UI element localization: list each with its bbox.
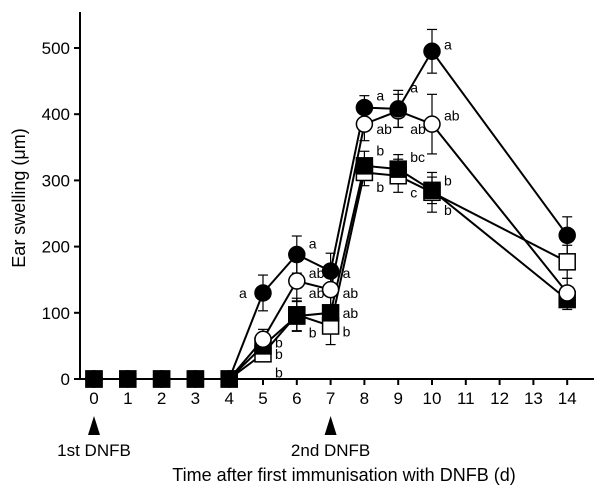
data-point-filled-circle [558,226,576,245]
x-tick-label: 1 [123,389,132,408]
significance-label: ab [444,108,460,124]
significance-label: bc [410,149,425,165]
significance-label: b [376,179,384,195]
y-axis-title: Ear swelling (μm) [9,128,29,267]
data-point-filled-circle [288,245,306,264]
x-tick-label: 8 [360,389,369,408]
significance-label: ab [410,121,426,137]
significance-label: b [275,364,283,380]
significance-label: b [275,335,283,351]
significance-label: b [343,323,351,339]
significance-label: a [239,285,247,301]
x-tick-label: 12 [490,389,509,408]
significance-label: b [275,346,283,362]
data-point-open-circle [288,272,306,290]
data-point-filled-square [288,307,306,325]
x-tick-label: 2 [157,389,166,408]
significance-label: b [376,143,384,159]
dnfb-event-label: 1st DNFB [57,441,131,460]
x-tick-label: 13 [524,389,543,408]
data-point-open-circle [355,115,374,133]
x-tick-label: 4 [224,389,233,408]
data-point-open-circle [423,115,441,133]
dnfb-arrow-icon [324,416,337,435]
x-tick-label: 5 [258,389,267,408]
data-point-filled-circle [355,98,374,117]
y-ticks: 0 100 200 300 400 500 [42,39,80,389]
data-point-filled-circle [423,42,441,61]
data-point-filled-square [423,181,441,200]
x-tick-label: 3 [191,389,200,408]
data-point-filled-circle [389,100,407,118]
y-tick-label: 200 [42,238,70,257]
data-point-open-circle [321,280,340,299]
significance-label: a [410,80,418,96]
x-tick-label: 10 [423,389,442,408]
significance-label: a [343,265,351,281]
series-markers [85,42,576,388]
significance-label: ab [343,305,359,321]
significance-label: b [309,325,317,341]
dnfb-arrow-icon [88,416,100,435]
x-ticks: 0 1 2 3 4 5 6 7 8 9 10 11 12 13 14 [89,379,577,408]
y-tick-label: 0 [61,370,70,389]
y-tick-label: 400 [42,105,70,124]
significance-label: c [410,184,417,200]
significance-label: ab [376,121,392,137]
x-axis-title: Time after first immunisation with DNFB … [172,465,515,485]
data-point-filled-square [389,160,407,178]
dnfb-event-label: 2nd DNFB [291,441,370,460]
significance-label: b [444,172,452,188]
significance-label: ab [309,265,325,281]
significance-label: a [376,88,384,104]
x-tick-label: 7 [326,389,335,408]
x-tick-label: 9 [393,389,402,408]
significance-label: a [309,235,317,251]
data-point-open-square [558,253,576,271]
significance-label: a [444,37,452,53]
y-tick-label: 300 [42,171,70,190]
data-point-open-circle [254,330,272,349]
x-tick-label: 6 [292,389,301,408]
x-tick-label: 14 [558,389,577,408]
dnfb-events: 1st DNFB 2nd DNFB [57,416,370,460]
data-point-filled-square [355,157,374,175]
y-tick-label: 500 [42,39,70,58]
data-point-filled-circle [254,284,272,302]
significance-label: ab [343,285,359,301]
x-tick-label: 0 [89,389,98,408]
data-point-filled-square [321,304,340,322]
y-tick-label: 100 [42,304,70,323]
data-point-filled-circle [321,262,340,280]
x-tick-label: 11 [457,389,475,408]
significance-label: ab [309,285,325,301]
significance-label: b [444,202,452,218]
data-point-open-circle [558,284,576,302]
